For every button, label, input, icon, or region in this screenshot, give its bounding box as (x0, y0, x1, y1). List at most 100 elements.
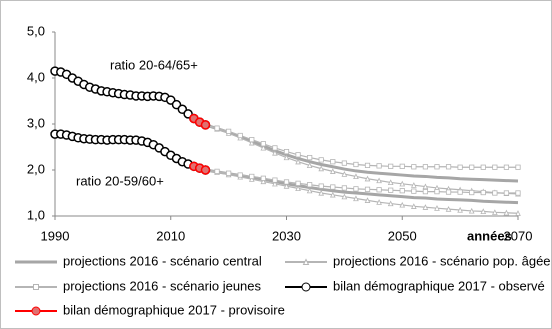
marker (248, 176, 255, 182)
legend-label: bilan démographique 2017 - provisoire (63, 302, 285, 317)
marker (503, 164, 510, 170)
series-line (205, 124, 519, 195)
marker (399, 188, 405, 194)
marker (283, 154, 290, 161)
marker (387, 179, 394, 186)
marker (295, 158, 301, 165)
marker (318, 165, 325, 172)
marker (341, 185, 347, 191)
y-tick-label: 2,0 (27, 161, 45, 176)
marker (260, 175, 266, 181)
marker (272, 180, 278, 187)
marker (295, 185, 301, 191)
marker (469, 189, 475, 196)
marker (410, 203, 417, 209)
marker (248, 139, 255, 146)
marker (283, 179, 290, 185)
marker (364, 186, 371, 192)
series-line (205, 168, 519, 205)
marker (318, 157, 324, 163)
marker (399, 180, 406, 187)
marker (306, 187, 313, 194)
x-axis-label: années (467, 228, 512, 243)
legend-label: projections 2016 - scénario jeunes (63, 278, 262, 293)
legend-label: projections 2016 - scénario pop. âgée (333, 253, 551, 268)
marker (480, 189, 486, 196)
marker (353, 173, 359, 180)
x-tick-label: 2030 (272, 228, 301, 243)
marker (329, 168, 336, 174)
y-tick-label: 3,0 (27, 115, 45, 130)
marker (515, 210, 521, 216)
series-line (205, 124, 518, 168)
marker (226, 128, 232, 134)
marker (353, 161, 359, 168)
marker (480, 164, 486, 170)
marker (469, 164, 475, 170)
marker (376, 177, 382, 184)
marker (249, 137, 255, 143)
marker (410, 182, 417, 188)
marker (492, 209, 498, 215)
series-line (205, 123, 519, 183)
marker (503, 209, 510, 216)
marker (457, 189, 463, 195)
marker (283, 183, 290, 189)
legend-label: projections 2016 - scénario central (63, 253, 262, 268)
marker (480, 208, 487, 214)
series-line (205, 169, 519, 214)
marker (445, 189, 452, 195)
marker (399, 201, 406, 208)
marker (399, 163, 405, 169)
marker (376, 199, 382, 205)
marker (445, 206, 452, 212)
marker (364, 197, 371, 203)
marker (422, 183, 429, 190)
marker (283, 148, 290, 155)
marker (295, 152, 301, 158)
marker (364, 175, 371, 182)
marker (307, 154, 313, 161)
marker (457, 206, 463, 213)
marker (226, 170, 232, 176)
marker (214, 168, 220, 174)
annotation: ratio 20-64/65+ (110, 57, 198, 72)
x-tick-label: 2010 (156, 228, 185, 243)
marker (295, 180, 301, 186)
marker (434, 189, 440, 195)
marker (318, 183, 324, 189)
marker (503, 190, 510, 196)
marker (272, 145, 278, 151)
marker (388, 163, 394, 169)
marker (353, 195, 359, 202)
marker (445, 164, 452, 170)
legend-marker (33, 284, 39, 290)
marker (237, 172, 243, 178)
x-tick-label: 2070 (504, 228, 533, 243)
marker (200, 120, 211, 130)
marker (353, 186, 359, 192)
y-tick-label: 1,0 (27, 207, 45, 222)
marker (200, 165, 211, 175)
marker (330, 159, 336, 165)
x-tick-label: 1990 (41, 228, 70, 243)
legend-marker (302, 258, 310, 265)
annotation: ratio 20-59/60+ (76, 173, 164, 188)
marker (422, 164, 429, 170)
marker (434, 205, 440, 211)
legend-label: bilan démographique 2017 - observé (333, 278, 545, 293)
y-tick-label: 5,0 (27, 23, 45, 38)
marker (422, 189, 429, 195)
marker (260, 141, 266, 147)
marker (214, 125, 220, 131)
marker (411, 188, 417, 194)
x-tick-label: 2050 (388, 228, 417, 243)
marker (422, 204, 429, 210)
marker (492, 164, 498, 170)
marker (492, 190, 498, 196)
marker (515, 190, 521, 196)
legend-marker (31, 306, 41, 316)
marker (329, 191, 336, 198)
